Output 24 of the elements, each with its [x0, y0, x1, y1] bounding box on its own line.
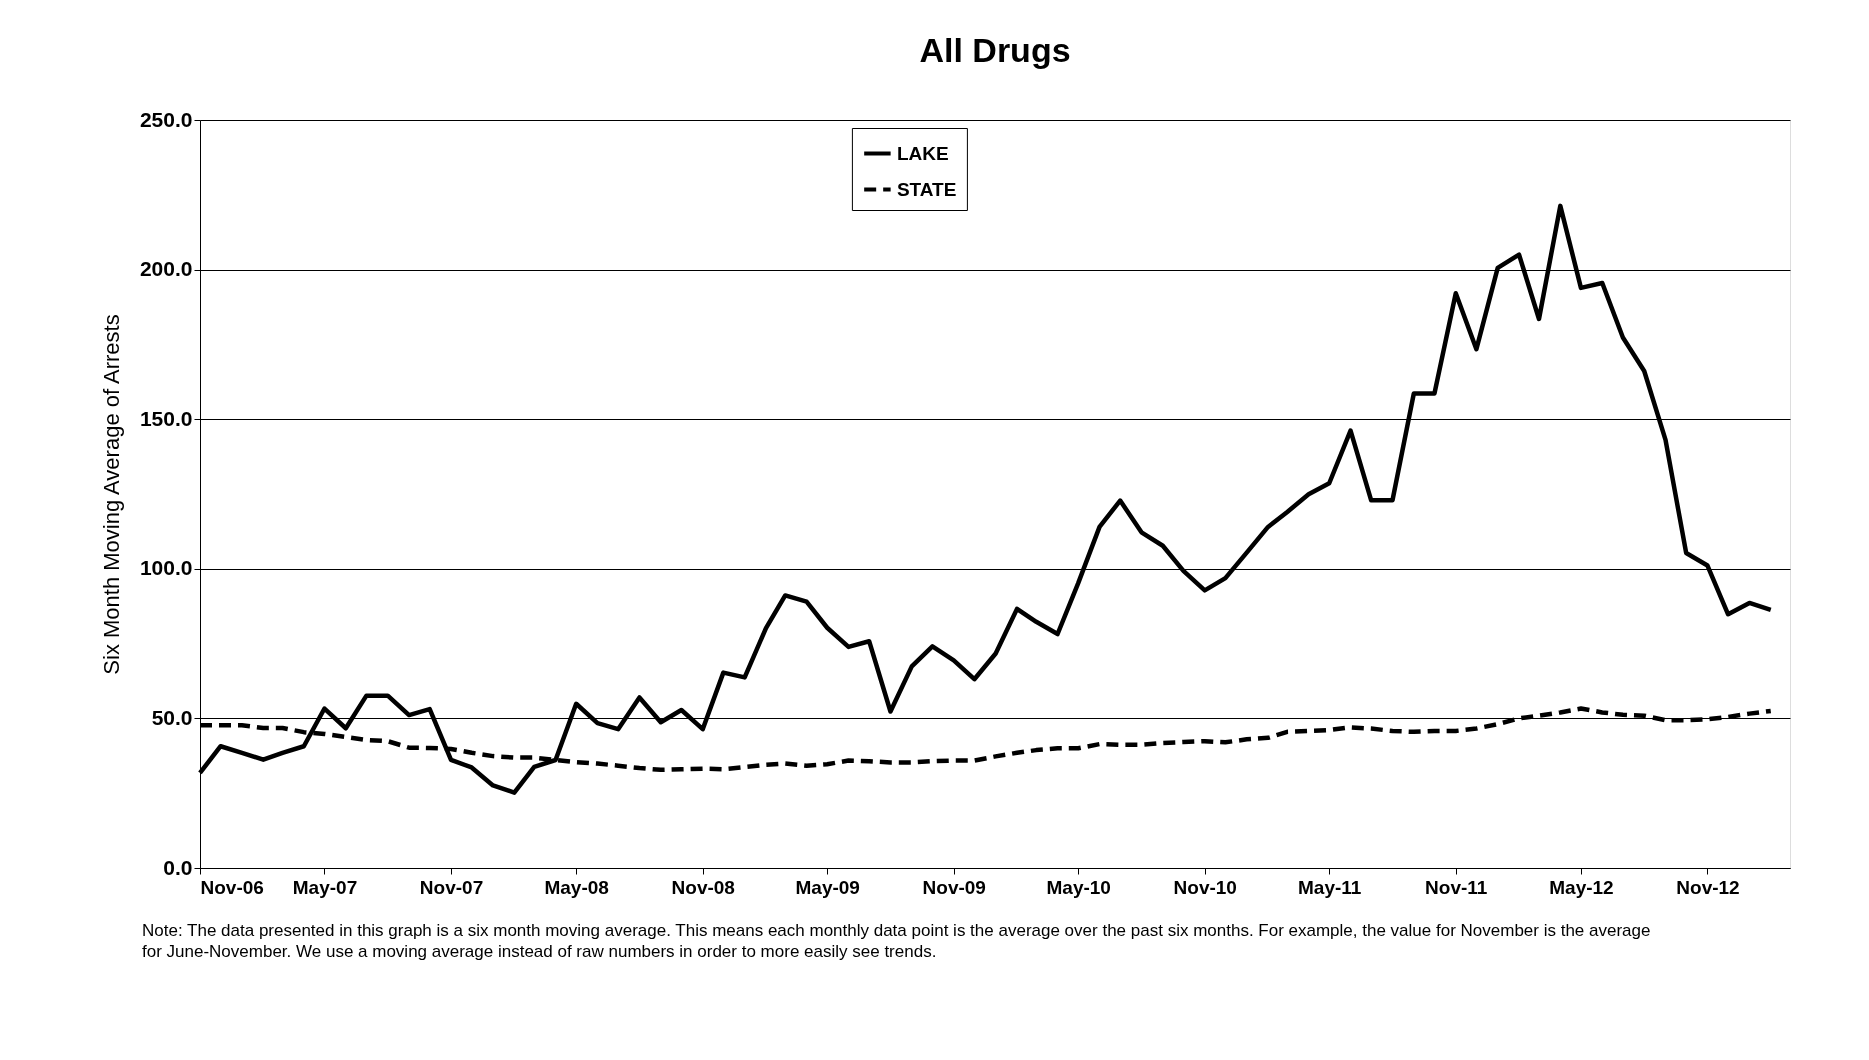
- x-tick-label: Nov-12: [1676, 876, 1740, 898]
- x-tick-label: Nov-11: [1425, 876, 1488, 898]
- x-tick-label: Nov-07: [419, 876, 484, 898]
- text: Note: The data presented in this graph is a six month moving average. This means each monthly data point is the average over the past six months. For example, the value for November is the average for June-November. We use a moving average instead of raw numbers in order to more easily see trends.: [142, 921, 1651, 961]
- y-axis-title: Six Month Moving Average of Arrests: [98, 314, 124, 675]
- chart-title: All Drugs: [919, 31, 1071, 69]
- x-tick-label: May-12: [1549, 876, 1614, 898]
- y-tick-label: 200.0: [139, 257, 193, 281]
- x-tick-label: May-09: [795, 876, 860, 898]
- x-tick-label: May-07: [292, 876, 358, 898]
- legend-label: STATE: [896, 178, 957, 200]
- x-tick-label: May-11: [1298, 876, 1362, 898]
- y-tick-label: 50.0: [151, 705, 193, 729]
- y-tick-label: 250.0: [139, 107, 193, 131]
- y-tick-label: 100.0: [139, 556, 193, 580]
- x-tick-label: Nov-10: [1173, 876, 1237, 898]
- x-tick-label: May-10: [1046, 876, 1111, 898]
- x-tick-label: May-08: [544, 876, 609, 898]
- y-tick-label: 150.0: [139, 406, 193, 430]
- y-tick-label: 0.0: [163, 855, 193, 879]
- x-tick-label: Nov-06: [200, 876, 264, 898]
- x-tick-label: Nov-09: [922, 876, 986, 898]
- legend-label: LAKE: [896, 142, 949, 164]
- x-tick-label: Nov-08: [671, 876, 735, 898]
